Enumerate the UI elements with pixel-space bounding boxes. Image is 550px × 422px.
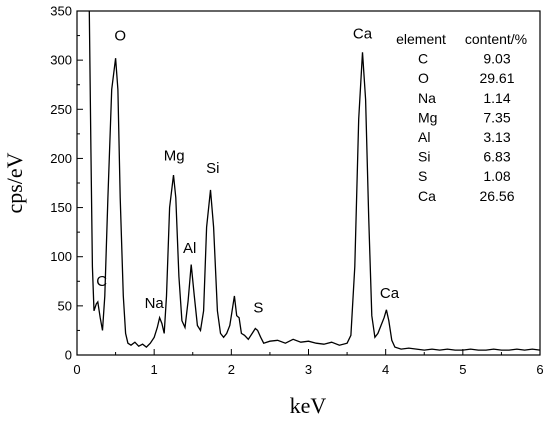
y-axis-title: cps/eV (2, 152, 27, 213)
spectrum-line (88, 10, 541, 351)
peak-labels: O C Na Mg Al Si S Ca Ca (96, 26, 399, 317)
x-tick-label: 6 (536, 362, 543, 377)
x-axis-title: keV (290, 393, 327, 418)
y-tick-label: 50 (58, 298, 72, 313)
peak-label: Ca (353, 26, 373, 43)
peak-label: Si (206, 160, 219, 177)
table-cell-element: S (418, 168, 427, 184)
peak-label: S (253, 300, 263, 317)
table-header-content: content/% (465, 31, 527, 47)
table-cell-content: 1.08 (483, 168, 510, 184)
table-cell-content: 3.13 (483, 129, 510, 145)
table-cell-element: Ca (418, 188, 436, 204)
table-cell-element: Al (418, 129, 430, 145)
table-cell-element: Mg (418, 109, 437, 125)
y-tick-label: 250 (50, 102, 72, 117)
y-tick-label: 0 (65, 348, 72, 363)
table-cell-element: Na (418, 90, 436, 106)
table-cell-element: O (418, 70, 429, 86)
x-tick-label: 4 (382, 362, 389, 377)
table-cell-content: 7.35 (483, 109, 510, 125)
table-cell-content: 6.83 (483, 149, 510, 165)
table-cell-element: Si (418, 149, 430, 165)
x-axis: 0 1 2 3 4 5 6 (73, 349, 544, 377)
x-tick-label: 3 (305, 362, 312, 377)
peak-label: O (114, 27, 126, 44)
table-cell-content: 1.14 (483, 90, 510, 106)
peak-label: C (96, 273, 107, 290)
table-cell-content: 26.56 (479, 188, 514, 204)
y-axis: 0 50 100 150 200 250 300 350 (50, 4, 83, 363)
table-header-element: element (396, 31, 446, 47)
table-cell-content: 9.03 (483, 51, 510, 67)
y-tick-label: 100 (50, 249, 72, 264)
x-tick-label: 2 (228, 362, 235, 377)
y-tick-label: 200 (50, 151, 72, 166)
table-cell-element: C (418, 51, 428, 67)
peak-label: Ca (380, 285, 400, 302)
element-content-table: element content/% C 9.03 O 29.61 Na 1.14 Mg 7.35 A… (396, 31, 527, 204)
y-tick-label: 350 (50, 4, 72, 19)
peak-label: Mg (164, 147, 185, 164)
x-tick-label: 1 (151, 362, 158, 377)
peak-label: Al (183, 240, 196, 257)
y-tick-label: 300 (50, 53, 72, 68)
x-tick-label: 5 (459, 362, 466, 377)
y-tick-label: 150 (50, 200, 72, 215)
x-tick-label: 0 (73, 362, 80, 377)
peak-label: Na (145, 295, 165, 312)
table-cell-content: 29.61 (479, 70, 514, 86)
